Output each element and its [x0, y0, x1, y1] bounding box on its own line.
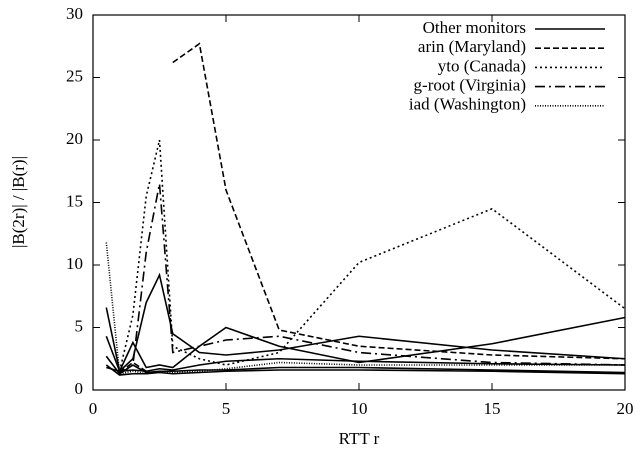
- x-tick-label: 15: [484, 399, 501, 418]
- data-line: [105, 355, 626, 375]
- legend-label: arin (Maryland): [418, 37, 526, 56]
- data-line: [105, 272, 626, 373]
- x-tick-label: 20: [617, 399, 634, 418]
- y-tick-label: 10: [66, 254, 83, 273]
- x-axis-label: RTT r: [339, 429, 380, 448]
- y-tick-label: 25: [66, 66, 83, 85]
- y-tick-label: 0: [75, 379, 84, 398]
- data-line: [119, 42, 626, 374]
- y-tick-label: 5: [75, 316, 84, 335]
- x-tick-label: 10: [351, 399, 368, 418]
- x-tick-label: 5: [222, 399, 231, 418]
- legend-label: g-root (Virginia): [414, 76, 526, 95]
- legend-label: iad (Washington): [409, 95, 526, 114]
- data-line: [119, 183, 626, 375]
- data-line: [105, 242, 625, 375]
- data-line: [105, 364, 626, 376]
- legend-label: yto (Canada): [438, 56, 526, 75]
- data-line: [106, 357, 626, 373]
- legend-label: Other monitors: [423, 18, 526, 37]
- x-tick-label: 0: [89, 399, 98, 418]
- y-tick-label: 15: [66, 191, 83, 210]
- data-line: [105, 316, 626, 374]
- data-line: [118, 139, 626, 372]
- y-tick-label: 30: [66, 4, 83, 23]
- y-axis-label: |B(2r)| / |B(r)|: [9, 156, 28, 248]
- y-tick-label: 20: [66, 129, 83, 148]
